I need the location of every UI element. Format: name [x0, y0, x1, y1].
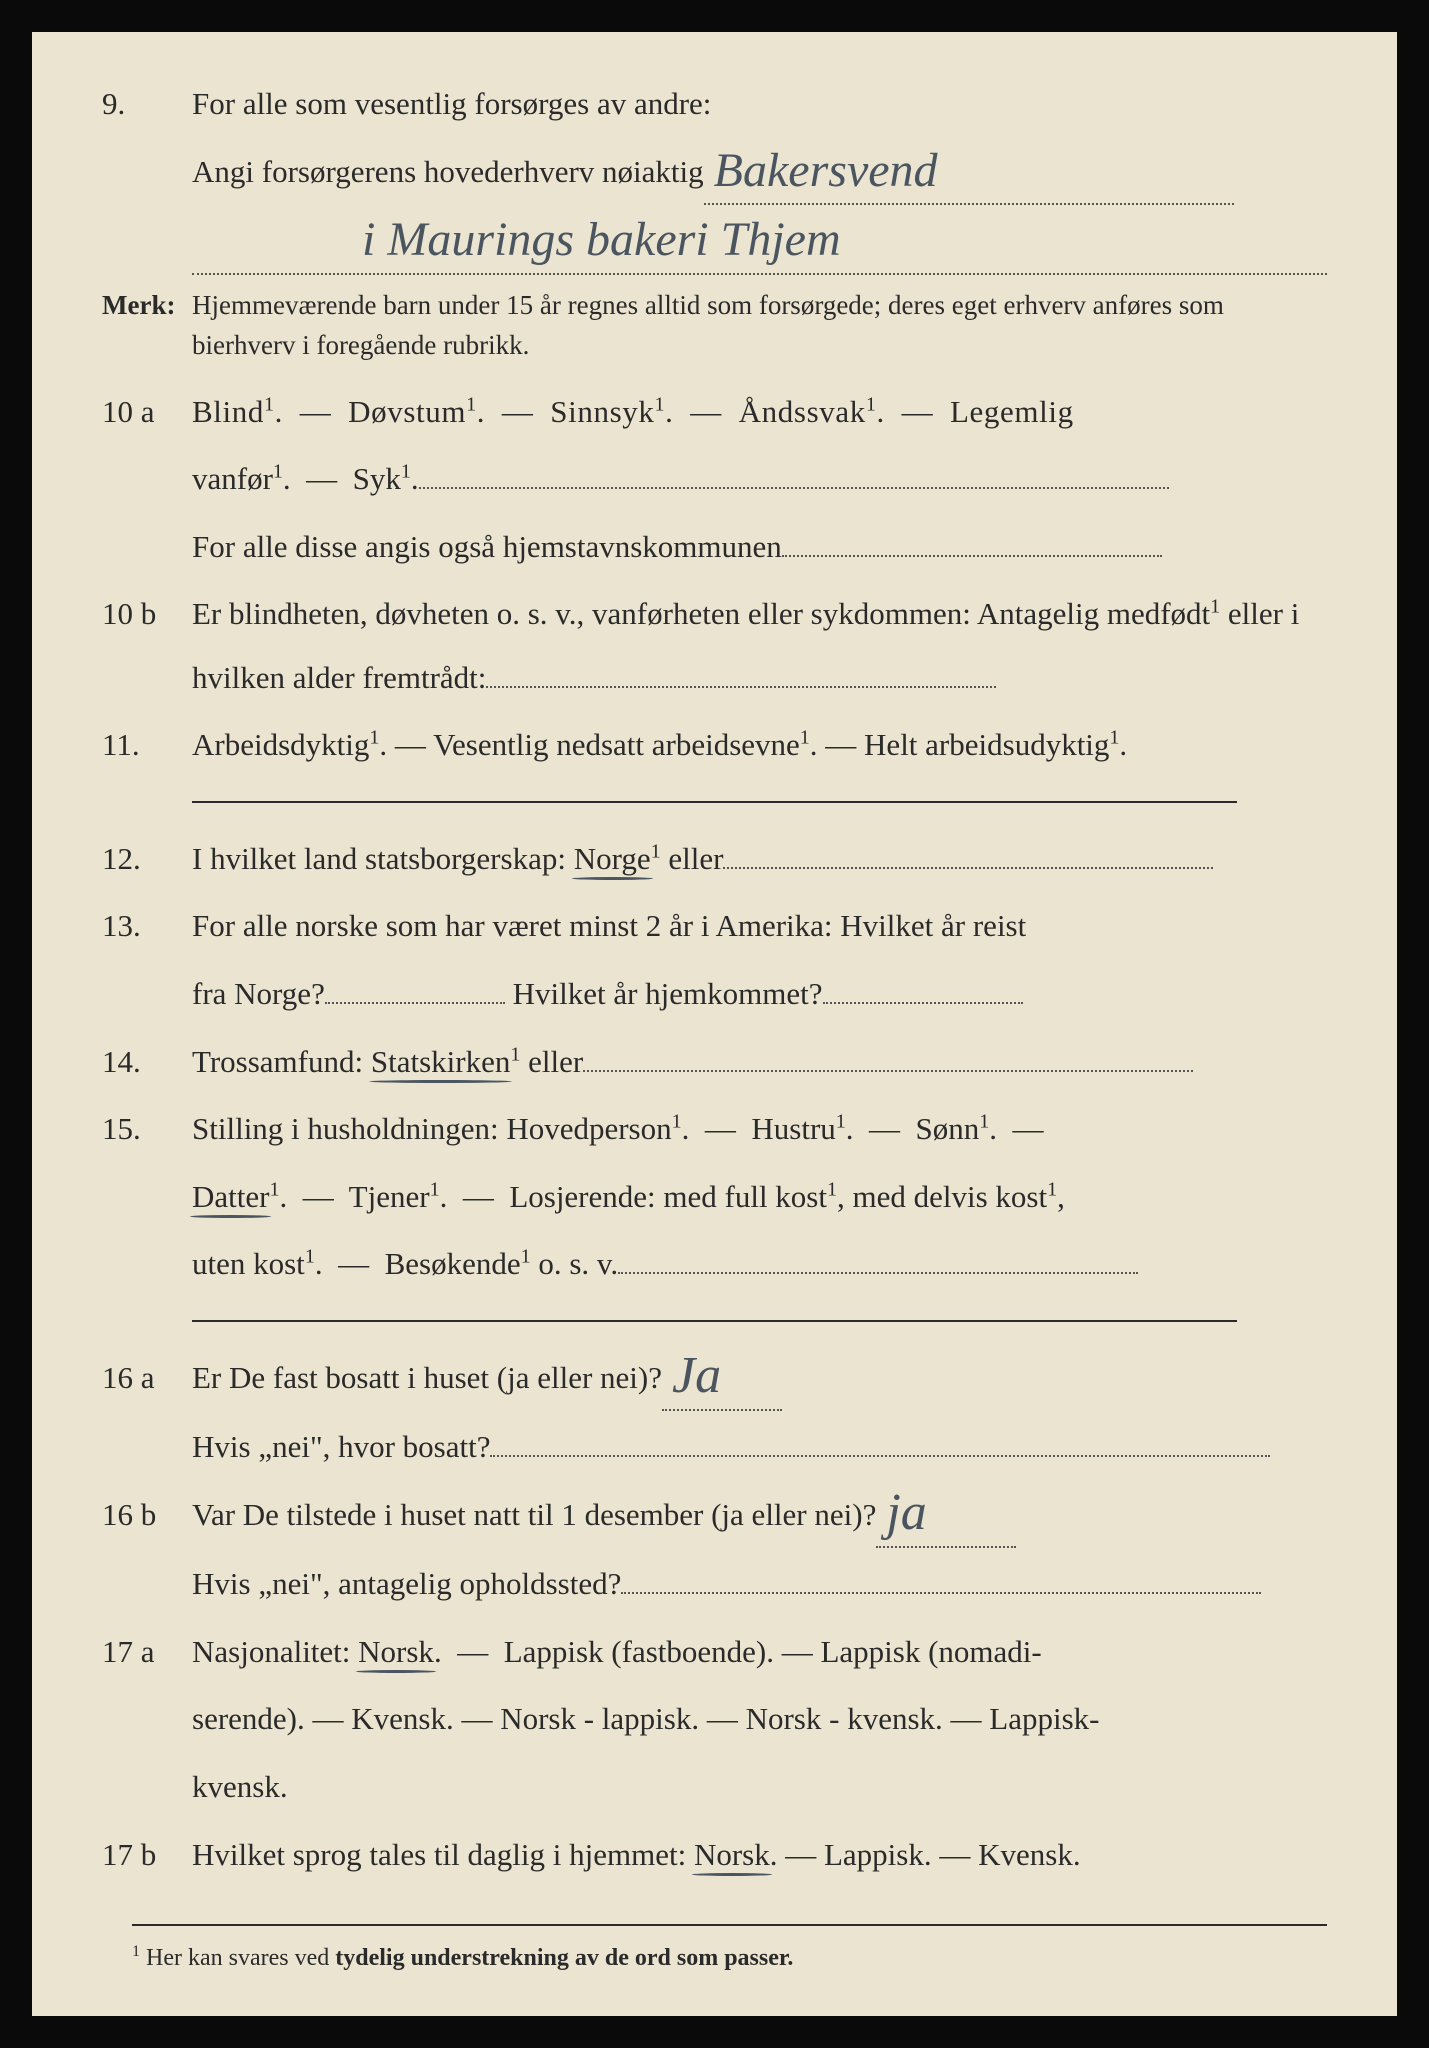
q15-datter: Datter	[192, 1179, 269, 1214]
q9-row3: i Maurings bakeri Thjem	[102, 209, 1327, 275]
q15-row3: uten kost1. — Besøkende1 o. s. v.	[102, 1232, 1327, 1296]
q17a-norsk: Norsk	[358, 1634, 434, 1669]
q14-row: 14. Trossamfund: Statskirken1 eller	[102, 1030, 1327, 1094]
q13-num: 13.	[102, 897, 192, 956]
footnote: 1 Her kan svares ved tydelig understrekn…	[132, 1924, 1327, 1982]
q10a-num: 10 a	[102, 383, 192, 442]
q11-num: 11.	[102, 716, 192, 775]
q16b-row1: 16 b Var De tilstede i huset natt til 1 …	[102, 1483, 1327, 1549]
q9-hand2: i Maurings bakeri Thjem	[362, 216, 841, 264]
q17b-norsk: Norsk	[694, 1837, 770, 1872]
q17a-row2: serende). — Kvensk. — Norsk - lappisk. —…	[102, 1687, 1327, 1751]
q11-row: 11. Arbeidsdyktig1. — Vesentlig nedsatt …	[102, 713, 1327, 777]
q12-row: 12. I hvilket land statsborgerskap: Norg…	[102, 827, 1327, 891]
divider-2	[192, 1320, 1237, 1322]
q16b-num: 16 b	[102, 1486, 192, 1545]
q9-line1: For alle som vesentlig forsørges av andr…	[192, 72, 1327, 136]
footnote-sup: 1	[132, 1943, 140, 1960]
q9-num: 9.	[102, 75, 192, 134]
q16b-row2: Hvis „nei", antagelig opholdssted?	[102, 1552, 1327, 1616]
q9-line2: Angi forsørgerens hovederhverv nøiaktig …	[192, 140, 1327, 206]
q10a-row1: 10 a Blind1. — Døvstum1. — Sinnsyk1. — Å…	[102, 380, 1327, 444]
q12-num: 12.	[102, 830, 192, 889]
q10a-body1: Blind1. — Døvstum1. — Sinnsyk1. — Åndssv…	[192, 380, 1327, 444]
q17b-num: 17 b	[102, 1826, 192, 1885]
q9-row2: Angi forsørgerens hovederhverv nøiaktig …	[102, 140, 1327, 206]
q13-row2: fra Norge? Hvilket år hjemkommet?	[102, 962, 1327, 1026]
q13-row1: 13. For alle norske som har været minst …	[102, 894, 1327, 958]
merk-row: Merk: Hjemmeværende barn under 15 år reg…	[102, 285, 1327, 366]
merk-label: Merk:	[102, 285, 192, 326]
q16a-hand: Ja	[672, 1350, 721, 1402]
q9-hand1: Bakersvend	[714, 147, 938, 195]
footnote-bold: tydelig understrekning av de ord som pas…	[335, 1945, 793, 1971]
q10a-row2: vanfør1. — Syk1.	[102, 447, 1327, 511]
q14-num: 14.	[102, 1033, 192, 1092]
q17b-row: 17 b Hvilket sprog tales til daglig i hj…	[102, 1823, 1327, 1887]
q16b-hand: ja	[886, 1487, 926, 1539]
q12-norge: Norge	[574, 841, 651, 876]
q16a-num: 16 a	[102, 1349, 192, 1408]
q15-num: 15.	[102, 1100, 192, 1159]
q10b-text: Er blindheten, døvheten o. s. v., vanfør…	[192, 582, 1327, 709]
q17a-num: 17 a	[102, 1623, 192, 1682]
q16a-row2: Hvis „nei", hvor bosatt?	[102, 1415, 1327, 1479]
q16a-row1: 16 a Er De fast bosatt i huset (ja eller…	[102, 1346, 1327, 1412]
q10b-num: 10 b	[102, 585, 192, 644]
q10a-row3: For alle disse angis også hjemstavnskomm…	[102, 515, 1327, 579]
q14-statskirken: Statskirken	[371, 1044, 511, 1079]
q17a-row3: kvensk.	[102, 1755, 1327, 1819]
q17a-row1: 17 a Nasjonalitet: Norsk. — Lappisk (fas…	[102, 1620, 1327, 1684]
divider-1	[192, 801, 1237, 803]
merk-text: Hjemmeværende barn under 15 år regnes al…	[192, 285, 1327, 366]
q9-label: Angi forsørgerens hovederhverv nøiaktig	[192, 154, 704, 189]
q15-row1: 15. Stilling i husholdningen: Hovedperso…	[102, 1097, 1327, 1161]
q15-row2: Datter1. — Tjener1. — Losjerende: med fu…	[102, 1165, 1327, 1229]
census-form-page: 9. For alle som vesentlig forsørges av a…	[0, 0, 1429, 2048]
footnote-text: Her kan svares ved	[146, 1945, 335, 1971]
q10b-row1: 10 b Er blindheten, døvheten o. s. v., v…	[102, 582, 1327, 709]
q9-row1: 9. For alle som vesentlig forsørges av a…	[102, 72, 1327, 136]
